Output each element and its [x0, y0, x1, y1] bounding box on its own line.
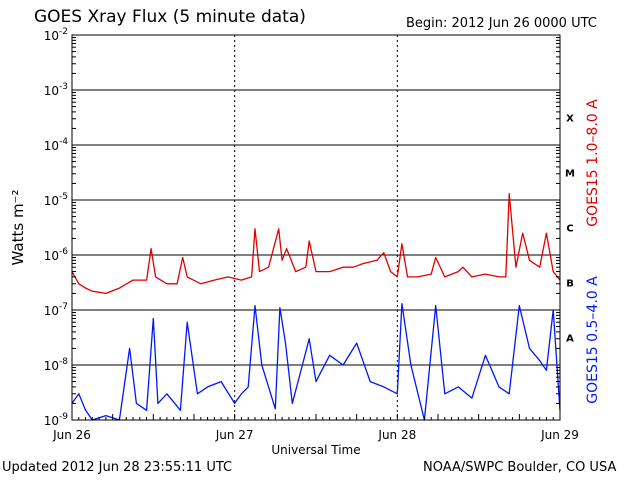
flare-class-label: M — [565, 169, 575, 180]
y-tick-label: 10-5 — [44, 192, 68, 208]
begin-time: Begin: 2012 Jun 26 0000 UTC — [406, 16, 597, 31]
chart-title: GOES Xray Flux (5 minute data) — [34, 7, 306, 27]
y-axis-label: Watts m⁻² — [9, 190, 27, 266]
flare-class-label: C — [566, 224, 573, 235]
x-tick-label: Jun 26 — [52, 428, 91, 442]
series-line-long — [71, 193, 561, 295]
x-tick-label: Jun 28 — [377, 428, 416, 442]
flare-class-label: B — [566, 279, 574, 290]
legend-short-channel: GOES15 0.5–4.0 A — [585, 276, 601, 404]
y-tick-label: 10-2 — [44, 27, 68, 43]
y-tick-label: 10-6 — [44, 247, 69, 263]
legend-long-channel: GOES15 1.0–8.0 A — [585, 99, 601, 227]
y-tick-label: 10-3 — [44, 82, 68, 98]
x-axis-label: Universal Time — [271, 443, 360, 457]
y-tick-label: 10-4 — [44, 137, 69, 153]
flare-class-label: X — [566, 114, 574, 125]
y-tick-label: 10-9 — [44, 412, 69, 428]
y-tick-label: 10-7 — [44, 302, 68, 318]
series-line-short — [71, 303, 561, 421]
x-tick-label: Jun 27 — [215, 428, 254, 442]
x-tick-label: Jun 29 — [540, 428, 579, 442]
flare-class-label: A — [566, 334, 574, 345]
source-credit: NOAA/SWPC Boulder, CO USA — [423, 460, 617, 475]
y-tick-label: 10-8 — [44, 357, 69, 373]
updated-timestamp: Updated 2012 Jun 28 23:55:11 UTC — [2, 460, 233, 475]
plot-frame — [71, 34, 561, 421]
